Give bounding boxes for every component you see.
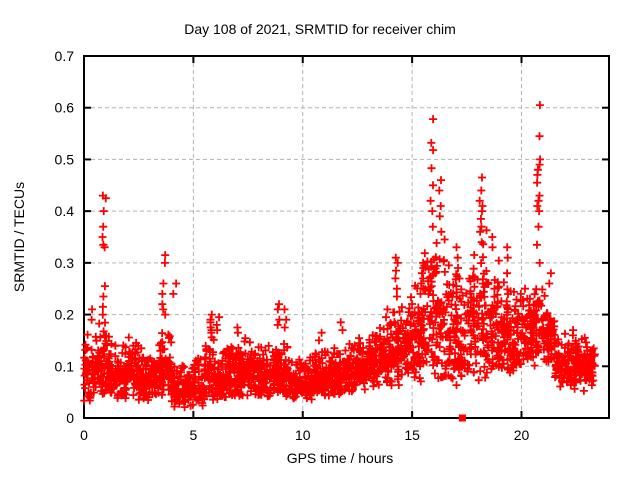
y-tick-label: 0.6 <box>55 100 75 116</box>
x-tick-label: 10 <box>295 427 311 443</box>
x-tick-label: 0 <box>80 427 88 443</box>
x-tick-label: 20 <box>514 427 530 443</box>
y-tick-label: 0.3 <box>55 255 75 271</box>
scatter-points <box>80 101 599 422</box>
x-axis-label: GPS time / hours <box>287 450 394 466</box>
y-tick-label: 0.2 <box>55 307 75 323</box>
y-tick-label: 0.4 <box>55 203 75 219</box>
y-tick-label: 0.5 <box>55 151 75 167</box>
x-tick-label: 5 <box>189 427 197 443</box>
y-tick-label: 0.7 <box>55 48 75 64</box>
y-axis-label: SRMTID / TECUs <box>11 182 27 292</box>
axis-ticks <box>83 55 609 419</box>
tick-labels: 0 5 10 15 20 0 0.1 0.2 0.3 0.4 0.5 0.6 0.7 <box>55 48 530 443</box>
x-tick-label: 15 <box>404 427 420 443</box>
y-tick-label: 0 <box>66 410 74 426</box>
chart-title: Day 108 of 2021, SRMTID for receiver chi… <box>184 21 456 37</box>
data-points-path <box>80 101 599 412</box>
plot-border <box>83 55 610 419</box>
flag-square-marker <box>458 414 466 422</box>
y-tick-label: 0.1 <box>55 358 75 374</box>
